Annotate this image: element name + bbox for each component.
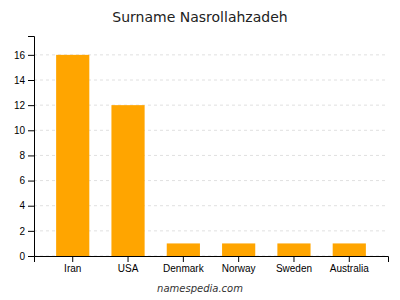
y-tick-label: 0 <box>19 251 25 262</box>
y-axis: 0 2 4 6 8 10 12 14 16 <box>14 37 35 262</box>
chart: 0 2 4 6 8 10 12 14 16 Iran USA Denmark Norway Sweden A… <box>0 0 400 300</box>
x-tick-label: Norway <box>222 263 256 274</box>
x-axis-line <box>35 257 389 263</box>
annotation: namespedia.com <box>157 283 243 294</box>
y-tick-mark <box>28 55 34 56</box>
y-axis-line <box>28 37 35 257</box>
y-tick-mark <box>28 206 34 207</box>
x-tick-label: USA <box>118 263 139 274</box>
x-tick: USA <box>118 256 139 274</box>
y-tick-label: 10 <box>14 125 26 136</box>
title: Surname Nasrollahzadeh <box>112 9 287 25</box>
y-tick-mark <box>28 256 34 257</box>
y-tick: 0 <box>19 251 34 262</box>
bar <box>277 243 310 256</box>
y-tick-mark <box>28 181 34 182</box>
y-tick: 12 <box>14 100 34 111</box>
y-tick-mark <box>28 130 34 131</box>
bar <box>222 243 255 256</box>
x-tick-label: Iran <box>64 263 81 274</box>
bar <box>333 243 366 256</box>
x-tick: Denmark <box>163 256 205 274</box>
x-tick: Iran <box>64 256 81 274</box>
y-tick-label: 6 <box>19 175 25 186</box>
x-axis: Iran USA Denmark Norway Sweden Australia <box>35 256 389 274</box>
x-tick-mark <box>128 256 129 262</box>
y-tick-label: 2 <box>19 226 25 237</box>
y-tick-label: 8 <box>19 150 25 161</box>
x-tick: Australia <box>330 256 369 274</box>
x-tick-label: Denmark <box>163 263 205 274</box>
plot: 0 2 4 6 8 10 12 14 16 Iran USA Denmark Norway Sweden A… <box>14 37 389 275</box>
grid <box>34 55 388 256</box>
x-tick-mark <box>293 256 294 262</box>
y-tick-mark <box>28 155 34 156</box>
y-tick: 14 <box>14 75 34 86</box>
bar <box>56 55 89 256</box>
y-tick: 2 <box>19 226 34 237</box>
x-tick: Norway <box>222 256 256 274</box>
y-tick-mark <box>28 80 34 81</box>
y-tick: 8 <box>19 150 34 161</box>
y-tick: 10 <box>14 125 34 136</box>
y-tick: 16 <box>14 50 34 61</box>
x-tick-mark <box>349 256 350 262</box>
y-tick: 4 <box>19 200 34 211</box>
bar <box>111 105 144 256</box>
bar <box>167 243 200 256</box>
x-tick-mark <box>238 256 239 262</box>
x-tick-mark <box>72 256 73 262</box>
y-tick-label: 4 <box>19 200 25 211</box>
y-tick: 6 <box>19 175 34 186</box>
x-tick: Sweden <box>276 256 312 274</box>
bars <box>56 55 366 256</box>
y-tick-label: 12 <box>14 100 26 111</box>
x-tick-label: Australia <box>330 263 369 274</box>
y-tick-label: 16 <box>14 50 26 61</box>
y-tick-mark <box>28 231 34 232</box>
y-tick-mark <box>28 105 34 106</box>
x-tick-label: Sweden <box>276 263 312 274</box>
x-tick-mark <box>183 256 184 262</box>
y-tick-label: 14 <box>14 75 26 86</box>
